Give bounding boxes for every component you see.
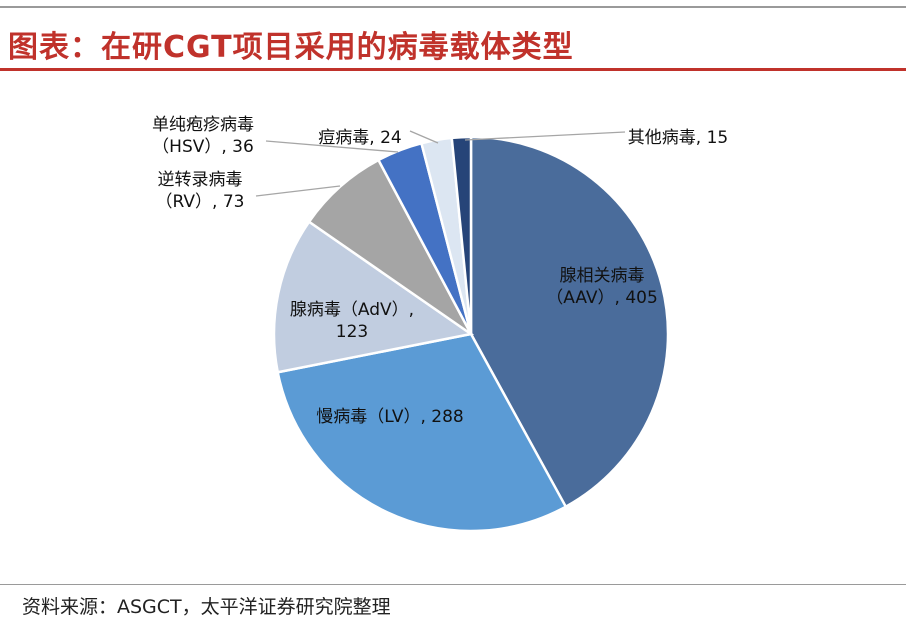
source-note: 资料来源：ASGCT，太平洋证券研究院整理 xyxy=(22,596,391,618)
slice-label: 其他病毒, 15 xyxy=(628,128,728,148)
slice-label: 痘病毒, 24 xyxy=(318,128,401,148)
pie-slice xyxy=(272,220,475,374)
slice-label: 单纯疱疹病毒 xyxy=(152,115,254,135)
top-rule xyxy=(0,6,906,8)
slice-label: （HSV）, 36 xyxy=(152,137,254,157)
pie-slice xyxy=(450,135,473,335)
slice-label: 腺相关病毒 xyxy=(560,266,645,286)
bottom-rule xyxy=(0,584,906,585)
slice-label: 123 xyxy=(336,322,368,342)
leader-line xyxy=(255,185,341,197)
slice-label: （RV）, 73 xyxy=(156,192,245,212)
page-title: 图表：在研CGT项目采用的病毒载体类型 xyxy=(8,30,574,65)
slice-label: 慢病毒（LV）, 288 xyxy=(316,406,464,427)
pie-slice xyxy=(307,158,473,336)
slice-label: 逆转录病毒 xyxy=(158,170,243,190)
slice-label: 腺病毒（AdV）, xyxy=(290,300,414,320)
leader-line xyxy=(409,130,439,144)
pie-slice xyxy=(469,135,670,509)
leader-line xyxy=(464,131,626,141)
title-rule xyxy=(0,68,906,71)
leader-line xyxy=(265,140,399,153)
slice-label: （AAV）, 405 xyxy=(546,288,658,308)
pie-slice xyxy=(276,332,568,533)
